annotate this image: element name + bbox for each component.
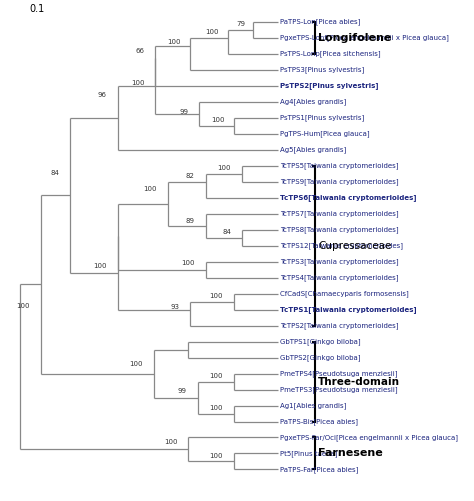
Text: 100: 100 xyxy=(218,165,231,171)
Text: Ag1[Abies grandis]: Ag1[Abies grandis] xyxy=(280,402,346,409)
Text: Ag5[Abies grandis]: Ag5[Abies grandis] xyxy=(280,146,346,153)
Text: 84: 84 xyxy=(51,170,59,176)
Text: TcTPS9[Taiwania cryptomerioides]: TcTPS9[Taiwania cryptomerioides] xyxy=(280,178,398,185)
Text: PsTPS3[Pinus sylvestris]: PsTPS3[Pinus sylvestris] xyxy=(280,67,364,73)
Text: PmeTPS4[Pseudotsuga menziesii]: PmeTPS4[Pseudotsuga menziesii] xyxy=(280,370,397,377)
Text: PsTPS1[Pinus sylvestris]: PsTPS1[Pinus sylvestris] xyxy=(280,114,364,121)
Text: PaTPS-Bis[Picea abies]: PaTPS-Bis[Picea abies] xyxy=(280,418,358,425)
Text: TcTPS4[Taiwania cryptomerioides]: TcTPS4[Taiwania cryptomerioides] xyxy=(280,274,398,281)
Text: PsTPS2[Pinus sylvestris]: PsTPS2[Pinus sylvestris] xyxy=(280,83,378,89)
Text: TcTPS8[Taiwania cryptomerioides]: TcTPS8[Taiwania cryptomerioides] xyxy=(280,226,398,233)
Text: 89: 89 xyxy=(186,218,195,224)
Text: TcTPS7[Taiwania cryptomerioides]: TcTPS7[Taiwania cryptomerioides] xyxy=(280,210,398,217)
Text: 100: 100 xyxy=(131,81,145,87)
Text: PmeTPS3[Pseudotsuga menziesii]: PmeTPS3[Pseudotsuga menziesii] xyxy=(280,386,397,393)
Text: 100: 100 xyxy=(144,186,157,192)
Text: TcTPS2[Taiwania cryptomerioides]: TcTPS2[Taiwania cryptomerioides] xyxy=(280,322,398,329)
Text: Three-domain: Three-domain xyxy=(318,377,400,387)
Text: PaTPS-Far[Picea abies]: PaTPS-Far[Picea abies] xyxy=(280,466,358,473)
Text: PgxeTPS-Lonf[Picea engelmannii x Picea glauca]: PgxeTPS-Lonf[Picea engelmannii x Picea g… xyxy=(280,35,448,41)
Text: CfCadS[Chamaecyparis formosensis]: CfCadS[Chamaecyparis formosensis] xyxy=(280,290,409,297)
Text: 99: 99 xyxy=(178,388,187,394)
Text: 84: 84 xyxy=(222,229,231,235)
Text: 100: 100 xyxy=(181,261,195,267)
Text: Ag4[Abies grandis]: Ag4[Abies grandis] xyxy=(280,99,346,105)
Text: 100: 100 xyxy=(129,361,143,367)
Text: 100: 100 xyxy=(210,453,223,459)
Text: Longifolene: Longifolene xyxy=(318,33,392,43)
Text: 0.1: 0.1 xyxy=(30,4,45,14)
Text: PgTPS-Hum[Picea glauca]: PgTPS-Hum[Picea glauca] xyxy=(280,130,369,137)
Text: GbTPS2[Ginkgo biloba]: GbTPS2[Ginkgo biloba] xyxy=(280,354,360,361)
Text: 100: 100 xyxy=(16,304,29,310)
Text: GbTPS1[Ginkgo biloba]: GbTPS1[Ginkgo biloba] xyxy=(280,338,360,345)
Text: 66: 66 xyxy=(136,48,145,54)
Text: PaTPS-Lon[Picea abies]: PaTPS-Lon[Picea abies] xyxy=(280,19,360,26)
Text: PsTPS-Lonp[Picea sitchensis]: PsTPS-Lonp[Picea sitchensis] xyxy=(280,51,380,57)
Text: 100: 100 xyxy=(210,405,223,411)
Text: PgxeTPS-Far/Oci[Picea engelmannii x Picea glauca]: PgxeTPS-Far/Oci[Picea engelmannii x Pice… xyxy=(280,434,458,441)
Text: 93: 93 xyxy=(170,304,179,310)
Text: 96: 96 xyxy=(98,93,107,99)
Text: 100: 100 xyxy=(210,373,223,379)
Text: 100: 100 xyxy=(93,264,107,270)
Text: 100: 100 xyxy=(164,439,177,445)
Text: 100: 100 xyxy=(205,30,219,36)
Text: TcTPS3[Taiwania cryptomerioides]: TcTPS3[Taiwania cryptomerioides] xyxy=(280,259,398,265)
Text: 99: 99 xyxy=(180,109,189,115)
Text: Cupressaceae: Cupressaceae xyxy=(318,240,392,250)
Text: 82: 82 xyxy=(186,173,195,179)
Text: 100: 100 xyxy=(167,39,181,45)
Text: Farnesene: Farnesene xyxy=(318,448,383,458)
Text: TcTPS1[Taiwania cryptomerioides]: TcTPS1[Taiwania cryptomerioides] xyxy=(280,306,416,313)
Text: TcTPS12[Taiwania cryptomerioides]: TcTPS12[Taiwania cryptomerioides] xyxy=(280,242,403,249)
Text: Pt5[Pinus taeda]: Pt5[Pinus taeda] xyxy=(280,450,337,457)
Text: TcTPS5[Taiwania cryptomerioides]: TcTPS5[Taiwania cryptomerioides] xyxy=(280,162,398,169)
Text: 79: 79 xyxy=(236,22,245,28)
Text: 100: 100 xyxy=(211,117,225,123)
Text: 100: 100 xyxy=(210,293,223,299)
Text: TcTPS6[Taiwania cryptomerioides]: TcTPS6[Taiwania cryptomerioides] xyxy=(280,194,416,201)
